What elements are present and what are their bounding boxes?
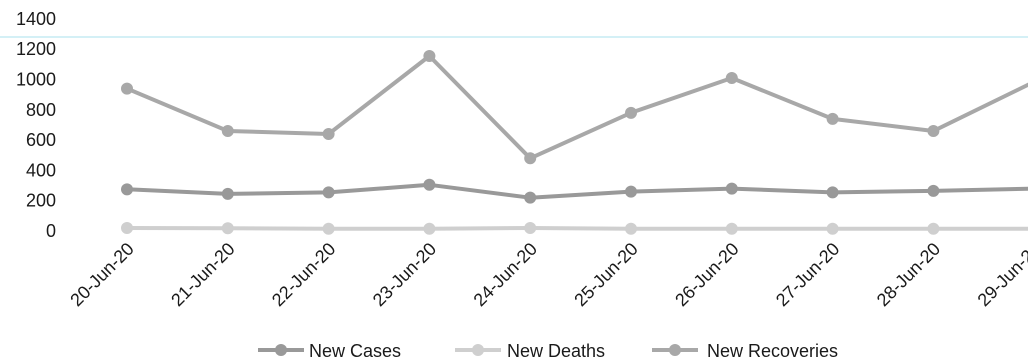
data-point xyxy=(221,222,234,235)
data-point xyxy=(625,222,637,235)
data-point xyxy=(322,222,335,235)
series-line xyxy=(125,54,1028,161)
data-point xyxy=(423,222,436,235)
x-tick-label: 24-Jun-20 xyxy=(470,239,541,310)
y-tick-label: 1400 xyxy=(16,9,56,29)
legend-marker xyxy=(472,344,484,356)
data-point xyxy=(221,125,234,138)
x-tick-label: 25-Jun-20 xyxy=(570,239,641,310)
data-point xyxy=(826,112,839,125)
legend-label: New Recoveries xyxy=(707,341,838,361)
x-tick-label: 21-Jun-20 xyxy=(167,239,238,310)
data-point xyxy=(423,50,436,63)
y-tick-label: 1200 xyxy=(16,39,56,59)
data-point xyxy=(524,152,537,165)
data-point xyxy=(322,128,335,141)
legend-marker xyxy=(275,344,287,356)
series-new-deaths xyxy=(121,221,1028,235)
x-tick-label: 20-Jun-20 xyxy=(66,239,137,310)
legend-label: New Cases xyxy=(309,341,401,361)
data-point xyxy=(625,106,637,119)
data-point xyxy=(221,187,234,200)
y-tick-label: 200 xyxy=(26,191,56,211)
data-point xyxy=(121,221,133,234)
x-tick-label: 29-Jun-20 xyxy=(974,239,1028,310)
data-point xyxy=(826,186,839,199)
series-new-cases xyxy=(121,178,1028,204)
legend: New Cases New Deaths New Recoveries xyxy=(258,341,838,361)
x-tick-label: 28-Jun-20 xyxy=(873,239,944,310)
y-tick-label: 0 xyxy=(46,221,56,241)
data-point xyxy=(121,183,133,196)
data-point xyxy=(121,82,133,95)
legend-item-new-recoveries: New Recoveries xyxy=(652,341,838,361)
series-line xyxy=(125,182,1028,200)
data-point xyxy=(927,222,940,235)
legend-marker xyxy=(669,344,681,356)
x-tick-label: 23-Jun-20 xyxy=(369,239,440,310)
data-point xyxy=(725,182,738,195)
y-tick-label: 600 xyxy=(26,130,56,150)
data-point xyxy=(725,222,738,235)
y-tick-label: 400 xyxy=(26,160,56,180)
data-point xyxy=(524,191,537,204)
legend-item-new-cases: New Cases xyxy=(258,341,401,361)
data-point xyxy=(725,71,738,84)
x-tick-label: 26-Jun-20 xyxy=(671,239,742,310)
series-new-recoveries xyxy=(121,50,1028,165)
data-point xyxy=(927,125,940,138)
series-layer xyxy=(121,50,1028,235)
y-axis-tick-labels: 0 200 400 600 800 1000 1200 1400 xyxy=(16,9,56,241)
data-point xyxy=(322,186,335,199)
y-tick-label: 800 xyxy=(26,100,56,120)
data-point xyxy=(927,184,940,197)
data-point xyxy=(625,185,637,198)
legend-item-new-deaths: New Deaths xyxy=(455,341,605,361)
data-point xyxy=(524,221,537,234)
x-axis-tick-labels: 20-Jun-20 21-Jun-20 22-Jun-20 23-Jun-20 24-J… xyxy=(66,239,1028,310)
series-line xyxy=(125,226,1028,231)
legend-label: New Deaths xyxy=(507,341,605,361)
y-tick-label: 1000 xyxy=(16,70,56,90)
x-tick-label: 22-Jun-20 xyxy=(268,239,339,310)
data-point xyxy=(423,178,436,191)
x-tick-label: 27-Jun-20 xyxy=(772,239,843,310)
data-point xyxy=(826,222,839,235)
